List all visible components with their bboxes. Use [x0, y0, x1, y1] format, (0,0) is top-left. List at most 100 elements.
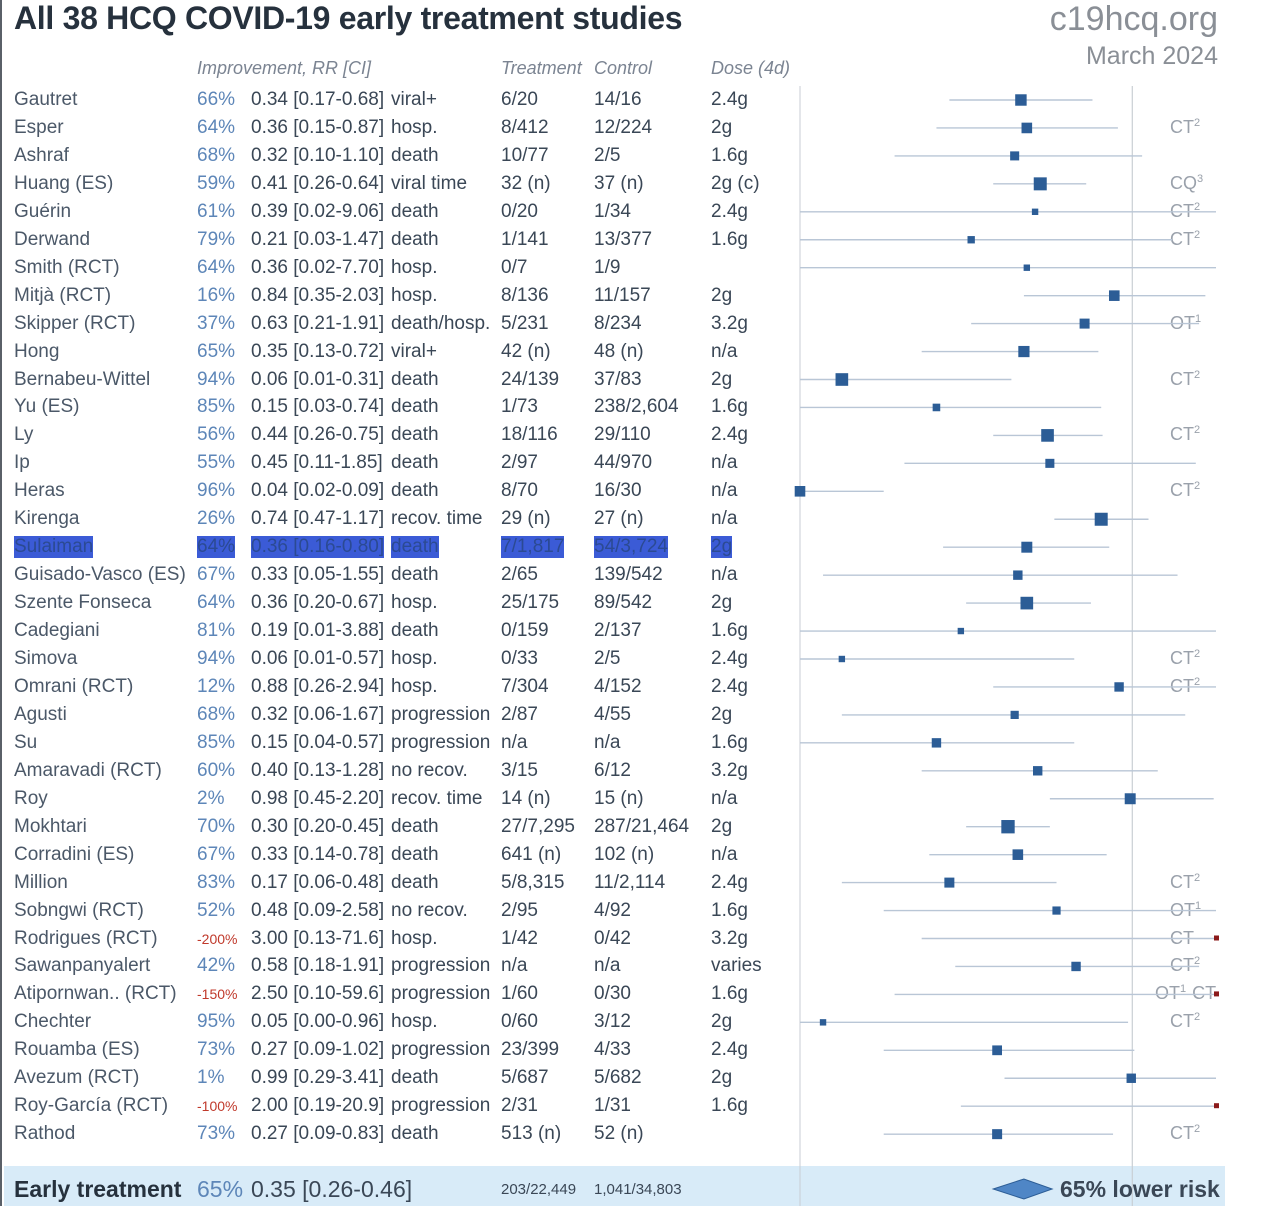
table-row[interactable]: Ashraf 68% 0.32 [0.10-1.10] death 10/77 2/5 1.…	[0, 142, 1225, 170]
treatment-count: 5/231	[501, 312, 549, 334]
table-row[interactable]: Sulaiman 64% 0.36 [0.16-0.80] death 7/1,817 5…	[0, 533, 1225, 561]
outcome: progression	[391, 983, 491, 1005]
table-row[interactable]: Agusti 68% 0.32 [0.06-1.67] progression 2/87…	[0, 701, 1225, 729]
table-row[interactable]: Mokhtari 70% 0.30 [0.20-0.45] death 27/7,295…	[0, 813, 1225, 841]
study-name: Guisado-Vasco (ES)	[14, 564, 186, 586]
table-row[interactable]: Rathod 73% 0.27 [0.09-0.83] death 513 (n) 52 …	[0, 1120, 1225, 1148]
control-count: 4/55	[594, 703, 631, 725]
table-row[interactable]: Sobngwi (RCT) 52% 0.48 [0.09-2.58] no recov…	[0, 897, 1225, 925]
tag-superscript: 1	[1195, 312, 1202, 325]
study-name: Heras	[14, 480, 65, 502]
improvement-pct: 65%	[197, 340, 236, 362]
point-estimate-marker	[1071, 961, 1081, 972]
study-name: Gautret	[14, 89, 78, 110]
table-row[interactable]: Sawanpanyalert 42% 0.58 [0.18-1.91] progres…	[0, 952, 1225, 980]
table-row[interactable]: Atipornwan.. (RCT) -150% 2.50 [0.10-59.6] p…	[0, 980, 1225, 1008]
table-row[interactable]: Ly 56% 0.44 [0.26-0.75] death 18/116 29/110 2.…	[0, 421, 1225, 449]
analysis-tag: CT2	[1170, 201, 1200, 222]
table-row[interactable]: Szente Fonseca 64% 0.36 [0.20-0.67] hosp. 25…	[0, 589, 1225, 617]
table-row[interactable]: Mitjà (RCT) 16% 0.84 [0.35-2.03] hosp. 8/136…	[0, 282, 1225, 310]
table-row[interactable]: Amaravadi (RCT) 60% 0.40 [0.13-1.28] no rec…	[0, 757, 1225, 785]
outcome: death	[391, 368, 439, 390]
treatment-count: 1/60	[501, 983, 538, 1005]
tag-superscript: 2	[1194, 116, 1201, 129]
table-row[interactable]: Cadegiani 81% 0.19 [0.01-3.88] death 0/159 2/…	[0, 617, 1225, 645]
treatment-count: 29 (n)	[501, 508, 551, 530]
table-row[interactable]: Skipper (RCT) 37% 0.63 [0.21-1.91] death/ho…	[0, 310, 1225, 338]
table-row[interactable]: Heras 96% 0.04 [0.02-0.09] death 8/70 16/30 n/…	[0, 477, 1225, 505]
analysis-tag: CT2	[1170, 424, 1200, 445]
table-row[interactable]: Hong 65% 0.35 [0.13-0.72] viral+ 42 (n) 48 (n…	[0, 338, 1225, 366]
table-row[interactable]: Avezum (RCT) 1% 0.99 [0.29-3.41] death 5/687…	[0, 1064, 1225, 1092]
point-estimate-marker	[1013, 570, 1023, 580]
table-row[interactable]: Guisado-Vasco (ES) 67% 0.33 [0.05-1.55] dea…	[0, 561, 1225, 589]
rr-ci: 0.99 [0.29-3.41]	[251, 1067, 385, 1089]
tag-text: CT	[1170, 228, 1194, 249]
outcome: death	[391, 200, 439, 222]
study-name: Sawanpanyalert	[14, 955, 151, 977]
table-row[interactable]: Ip 55% 0.45 [0.11-1.85] death 2/97 44/970 n/a	[0, 449, 1225, 477]
table-row[interactable]: Omrani (RCT) 12% 0.88 [0.26-2.94] hosp. 7/30…	[0, 673, 1225, 701]
control-count: 8/234	[594, 312, 642, 334]
tag-superscript: 2	[1194, 228, 1201, 241]
treatment-count: 2/65	[501, 564, 538, 586]
table-row[interactable]: Simova 94% 0.06 [0.01-0.57] hosp. 0/33 2/5 2.4…	[0, 645, 1225, 673]
table-row[interactable]: Derwand 79% 0.21 [0.03-1.47] death 1/141 13/3…	[0, 226, 1225, 254]
treatment-count: n/a	[501, 955, 528, 977]
improvement-pct: 64%	[197, 256, 236, 278]
brand-logo-text[interactable]: c19hcq.org	[1049, 0, 1218, 38]
rr-ci: 3.00 [0.13-71.6]	[251, 927, 385, 949]
control-count: n/a	[594, 731, 621, 753]
table-row[interactable]: Esper 64% 0.36 [0.15-0.87] hosp. 8/412 12/224…	[0, 114, 1225, 142]
improvement-pct: 55%	[197, 452, 236, 474]
outcome: hosp.	[391, 284, 438, 306]
rr-ci: 0.48 [0.09-2.58]	[251, 899, 385, 921]
study-name: Skipper (RCT)	[14, 312, 136, 334]
dose: n/a	[711, 843, 738, 865]
table-row[interactable]: Roy-García (RCT) -100% 2.00 [0.19-20.9] pro…	[0, 1092, 1225, 1120]
table-row[interactable]: Gautret 66% 0.34 [0.17-0.68] viral+ 6/20 14/1…	[0, 86, 1225, 114]
improvement-pct: 42%	[197, 955, 236, 977]
table-row[interactable]: Su 85% 0.15 [0.04-0.57] progression n/a n/a 1.…	[0, 729, 1225, 757]
treatment-count: 25/175	[501, 592, 560, 614]
rr-ci: 0.44 [0.26-0.75]	[251, 424, 385, 446]
table-row[interactable]: Roy 2% 0.98 [0.45-2.20] recov. time 14 (n) 15…	[0, 785, 1225, 813]
tag-superscript: 1	[1180, 983, 1187, 996]
table-row[interactable]: Huang (ES) 59% 0.41 [0.26-0.64] viral time 3…	[0, 170, 1225, 198]
table-row[interactable]: Corradini (ES) 67% 0.33 [0.14-0.78] death 64…	[0, 841, 1225, 869]
improvement-pct: 16%	[197, 284, 236, 306]
control-count: 6/12	[594, 759, 631, 781]
table-row[interactable]: Bernabeu-Wittel 94% 0.06 [0.01-0.31] death 2…	[0, 366, 1225, 394]
table-row[interactable]: Kirenga 26% 0.74 [0.47-1.17] recov. time 29 …	[0, 505, 1225, 533]
column-header-treatment: Treatment	[501, 58, 582, 78]
treatment-count: 0/159	[501, 620, 549, 642]
analysis-tag: OT1	[1170, 313, 1201, 334]
study-name: Amaravadi (RCT)	[14, 759, 162, 781]
treatment-count: 1/42	[501, 927, 538, 949]
table-row[interactable]: Yu (ES) 85% 0.15 [0.03-0.74] death 1/73 238/2…	[0, 393, 1225, 421]
table-row[interactable]: Million 83% 0.17 [0.06-0.48] death 5/8,315 11…	[0, 869, 1225, 897]
point-estimate-marker	[1001, 820, 1015, 834]
outcome: death	[391, 452, 439, 474]
control-count: 89/542	[594, 592, 653, 614]
improvement-pct: 12%	[197, 675, 236, 697]
tag-text: OT	[1170, 312, 1195, 333]
study-name: Kirenga	[14, 508, 80, 530]
tag-superscript: 2	[1194, 1123, 1201, 1136]
tag-text: CT	[1170, 368, 1194, 389]
table-row[interactable]: Rouamba (ES) 73% 0.27 [0.09-1.02] progressi…	[0, 1036, 1225, 1064]
improvement-pct: -150%	[197, 986, 238, 1003]
dose: n/a	[711, 480, 738, 502]
rr-ci: 0.84 [0.35-2.03]	[251, 284, 385, 306]
table-row[interactable]: Rodrigues (RCT) -200% 3.00 [0.13-71.6] hosp…	[0, 925, 1225, 953]
table-row[interactable]: Guérin 61% 0.39 [0.02-9.06] death 0/20 1/34 2.…	[0, 198, 1225, 226]
rr-ci: 0.98 [0.45-2.20]	[251, 787, 385, 809]
rr-ci: 0.36 [0.02-7.70]	[251, 256, 385, 278]
left-border	[0, 0, 2, 1206]
treatment-count: 0/60	[501, 1011, 538, 1033]
improvement-pct: 73%	[197, 1039, 236, 1061]
table-row[interactable]: Smith (RCT) 64% 0.36 [0.02-7.70] hosp. 0/7 1/…	[0, 254, 1225, 282]
dose: 1.6g	[711, 228, 748, 250]
table-row[interactable]: Chechter 95% 0.05 [0.00-0.96] hosp. 0/60 3/12…	[0, 1008, 1225, 1036]
